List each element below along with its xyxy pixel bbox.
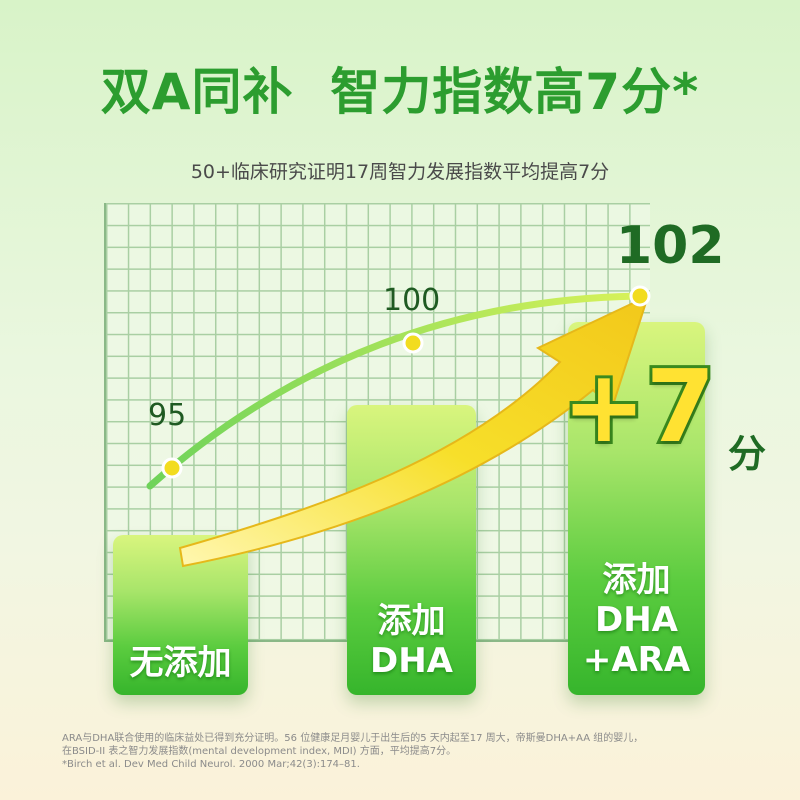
trend-curve xyxy=(146,292,644,490)
data-point-102 xyxy=(629,285,651,307)
footnote-line-3: *Birch et al. Dev Med Child Neurol. 2000… xyxy=(62,759,360,770)
bar-label-dha: 添加 DHA xyxy=(370,601,453,681)
footnote-line-1: ARA与DHA联合使用的临床益处已得到充分证明。56 位健康足月婴儿于出生后的5… xyxy=(62,733,644,744)
bar-dha: 添加 DHA xyxy=(347,405,476,695)
subtitle: 50+临床研究证明17周智力发展指数平均提高7分 xyxy=(190,161,610,183)
bar-label-no-additive: 无添加 xyxy=(129,643,232,683)
growth-arrow xyxy=(178,294,650,568)
value-label-100: 100 xyxy=(383,283,441,318)
footnote: ARA与DHA联合使用的临床益处已得到充分证明。56 位健康足月婴儿于出生后的5… xyxy=(62,732,762,771)
value-label-95: 95 xyxy=(148,398,187,433)
bar-no-additive: 无添加 xyxy=(113,535,248,695)
footnote-line-2: 在BSID-II 表之智力发展指数(mental development ind… xyxy=(62,746,457,757)
increase-badge: +7 xyxy=(559,345,718,468)
headline-title: 双A同补 智力指数高7分* xyxy=(100,63,700,121)
data-point-100 xyxy=(402,332,424,354)
bar-label-dha-ara: 添加 DHA +ARA xyxy=(582,560,691,680)
increase-unit: 分 xyxy=(728,432,767,476)
data-point-95 xyxy=(161,457,183,479)
value-label-102: 102 xyxy=(616,216,725,276)
